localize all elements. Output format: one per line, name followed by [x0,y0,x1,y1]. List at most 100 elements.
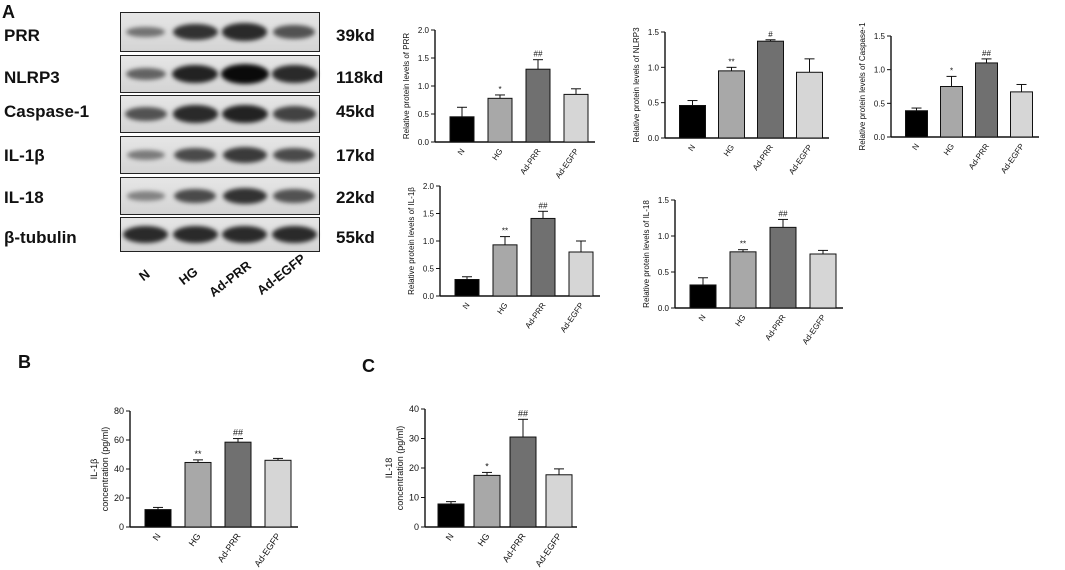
kd-label-il1b: 17kd [336,146,375,165]
x-tick-label: N [444,531,456,542]
y-axis-title: Relative protein levels of IL-1β [407,187,416,295]
blot-label-prr: PRR [4,26,40,45]
bar-n [679,104,706,139]
y-tick-label: 1.5 [658,196,670,205]
significance-mark: ** [194,449,202,459]
significance-mark: * [485,461,489,471]
blot-band [222,23,268,41]
x-tick-label: Ad-PRR [763,313,787,342]
x-tick-label: Ad-EGFP [252,531,282,568]
y-axis-title: concentration (pg/ml) [395,426,405,511]
x-tick-label: N [697,313,708,323]
y-tick-label: 0.0 [423,292,435,301]
chart-il1b: 0.0 0.5 1.0 1.5 2.0 Relative protein levels o… [407,182,600,334]
x-tick-label: Ad-EGFP [787,143,814,176]
y-tick-label: 0.5 [423,265,435,274]
bar-ad-egfp [545,474,573,528]
y-tick-label: 1.5 [423,210,435,219]
blot-band [273,189,316,203]
significance-mark: * [950,66,953,75]
y-tick-label: 80 [114,406,124,416]
blot-label-il18: IL-18 [4,188,44,207]
bar-ad-prr [509,436,537,528]
lane-label-ad-egfp: Ad-EGFP [254,250,309,298]
y-tick-label: 0.0 [658,304,670,313]
kd-label-nlrp3: 118kd [336,68,384,87]
bar-ad-egfp [264,459,292,528]
blot-label-nlrp3: NLRP3 [4,68,60,87]
y-tick-label: 20 [114,493,124,503]
blot-band [221,105,268,123]
y-axis-title: Relative protein levels of NLRP3 [632,27,641,143]
blot-label-il1b: IL-1β [4,146,45,165]
chart-il18: 0.0 0.5 1.0 1.5 Relative protein levels of I… [642,196,843,346]
bar-ad-egfp [563,93,589,143]
x-tick-label: N [686,143,697,153]
blot-strip-il18 [120,177,320,215]
y-tick-label: 1.5 [648,28,660,37]
chart-prr: 0.0 0.5 1.0 1.5 2.0 Relative protein levels o… [402,26,595,180]
blot-strip-caspase1 [120,95,320,133]
x-tick-label: HG [722,143,736,158]
significance-mark: ## [534,50,543,59]
blot-band [271,225,317,244]
kd-label-caspase1: 45kd [336,102,375,121]
blot-band [222,225,268,244]
kd-label-il18: 22kd [336,188,375,207]
y-tick-label: 1.5 [418,54,430,63]
bar-hg [473,474,501,528]
lane-label-ad-prr: Ad-PRR [206,257,254,300]
y-tick-label: 0.5 [648,99,660,108]
y-tick-label: 30 [409,434,419,444]
panel-b-label: B [18,352,31,372]
y-axis-title: IL-18 [384,458,394,479]
blot-strip-il1b [120,136,320,174]
lane-label-n: N [136,266,153,284]
blot-band [126,26,166,38]
x-tick-label: HG [733,313,747,328]
chart-il1b-concentration: 0 20 40 60 80 IL-1β concentration (pg/ml) N ** HG… [89,406,298,569]
bar-hg [487,97,513,143]
y-tick-label: 1.0 [423,237,435,246]
significance-mark: ** [728,57,734,66]
bar-n [454,279,480,297]
y-tick-label: 2.0 [418,26,430,35]
significance-mark: # [768,30,773,39]
x-tick-label: Ad-EGFP [801,313,828,346]
y-axis-title: IL-1β [89,459,99,480]
significance-mark: ## [982,49,991,58]
y-tick-label: 0.5 [874,99,886,108]
blot-band [172,225,218,244]
blot-band [220,64,269,84]
y-tick-label: 0.0 [418,138,430,147]
x-tick-label: Ad-EGFP [533,531,563,568]
significance-mark: ## [518,408,528,418]
blot-band [126,149,165,161]
blot-band [272,106,316,122]
y-tick-label: 0.0 [648,134,660,143]
y-tick-label: 0.0 [874,133,886,142]
bar-ad-prr [525,68,551,143]
x-tick-label: N [461,301,472,311]
y-tick-label: 60 [114,435,124,445]
panel-c-label: C [362,356,375,376]
bar-n [449,116,475,143]
x-tick-label: N [151,531,163,542]
y-tick-label: 20 [409,463,419,473]
y-tick-label: 1.0 [874,66,886,75]
kd-label-prr: 39kd [336,26,375,45]
y-tick-label: 1.5 [874,32,886,41]
significance-mark: ## [539,201,548,210]
blot-band [124,107,167,121]
x-tick-label: Ad-PRR [751,143,775,172]
bar-hg [184,461,212,528]
x-tick-label: Ad-PRR [216,531,243,564]
blot-band [123,225,169,244]
chart-il18-concentration: 0 10 20 30 40 IL-18 concentration (pg/ml) N * HG #… [384,404,577,569]
blot-label-caspase1: Caspase-1 [4,102,90,121]
blot-band [174,147,217,163]
x-tick-label: N [456,147,467,157]
x-tick-label: Ad-EGFP [999,142,1026,175]
blot-label-btubulin: β-tubulin [4,228,77,247]
y-axis-title: Relative protein levels of IL-18 [642,200,651,308]
